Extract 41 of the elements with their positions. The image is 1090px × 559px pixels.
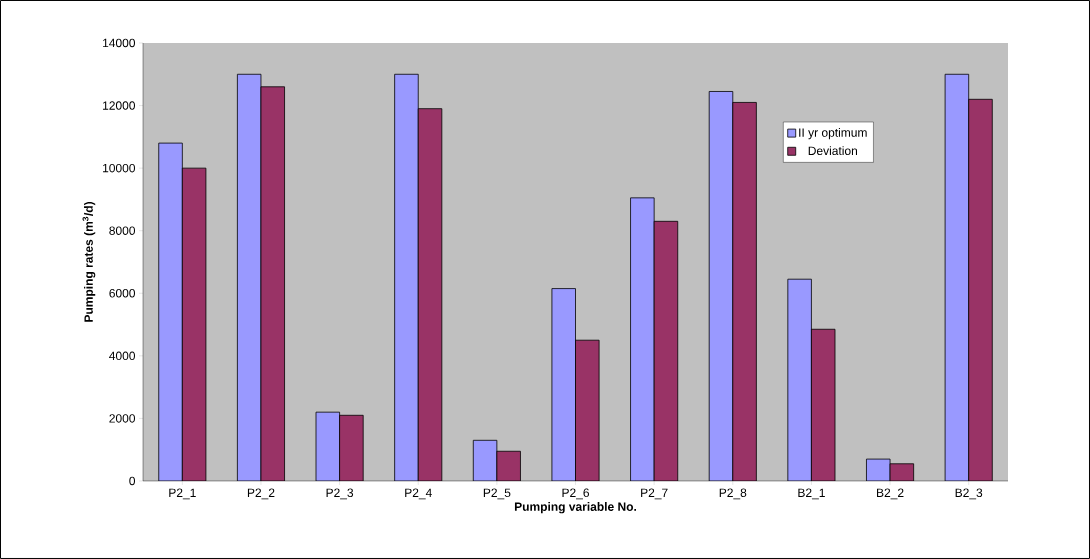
legend-label: II yr optimum	[799, 128, 867, 140]
bar	[236, 73, 262, 481]
y-tick-label: 6000	[109, 289, 136, 298]
bar	[968, 98, 993, 481]
bar	[417, 108, 443, 481]
bar	[315, 411, 340, 481]
x-axis-title: Pumping variable No.	[514, 502, 637, 514]
y-tick-label: 0	[129, 476, 136, 486]
y-axis-title: Pumping rates (m$^{3}$/d)	[82, 201, 96, 322]
bar	[653, 220, 679, 481]
x-tick-label: P2_4	[405, 488, 432, 500]
y-tick-label: 12000	[103, 101, 136, 110]
legend-label: Deviation	[808, 146, 857, 156]
x-tick-label: P2_1	[169, 488, 196, 500]
bar	[158, 142, 183, 481]
x-tick-label: B2_1	[798, 488, 825, 500]
x-tick-label: P2_3	[326, 488, 354, 500]
bar	[787, 278, 812, 481]
bar	[630, 197, 655, 481]
x-tick-label: P2_8	[719, 488, 747, 500]
y-tick-label: 8000	[109, 226, 136, 235]
y-tick-label: 4000	[109, 351, 136, 361]
bar	[708, 91, 734, 481]
x-tick-label: P2_6	[562, 488, 589, 500]
bar	[260, 86, 285, 481]
bar	[181, 167, 207, 481]
bar	[732, 102, 757, 481]
x-tick-label: P2_7	[641, 488, 668, 500]
y-tick-label: 10000	[103, 163, 136, 173]
y-tick-label: 14000	[103, 38, 136, 48]
bar	[944, 73, 970, 481]
y-tick-label: 2000	[109, 414, 136, 423]
x-tick-label: B2_3	[955, 488, 983, 500]
x-tick-label: B2_2	[877, 488, 904, 500]
bar	[551, 288, 576, 481]
bar	[339, 414, 364, 481]
bar	[811, 328, 836, 481]
x-tick-label: P2_2	[247, 488, 275, 500]
bar	[575, 339, 600, 481]
x-tick-label: P2_5	[483, 488, 511, 500]
bar	[394, 73, 419, 481]
